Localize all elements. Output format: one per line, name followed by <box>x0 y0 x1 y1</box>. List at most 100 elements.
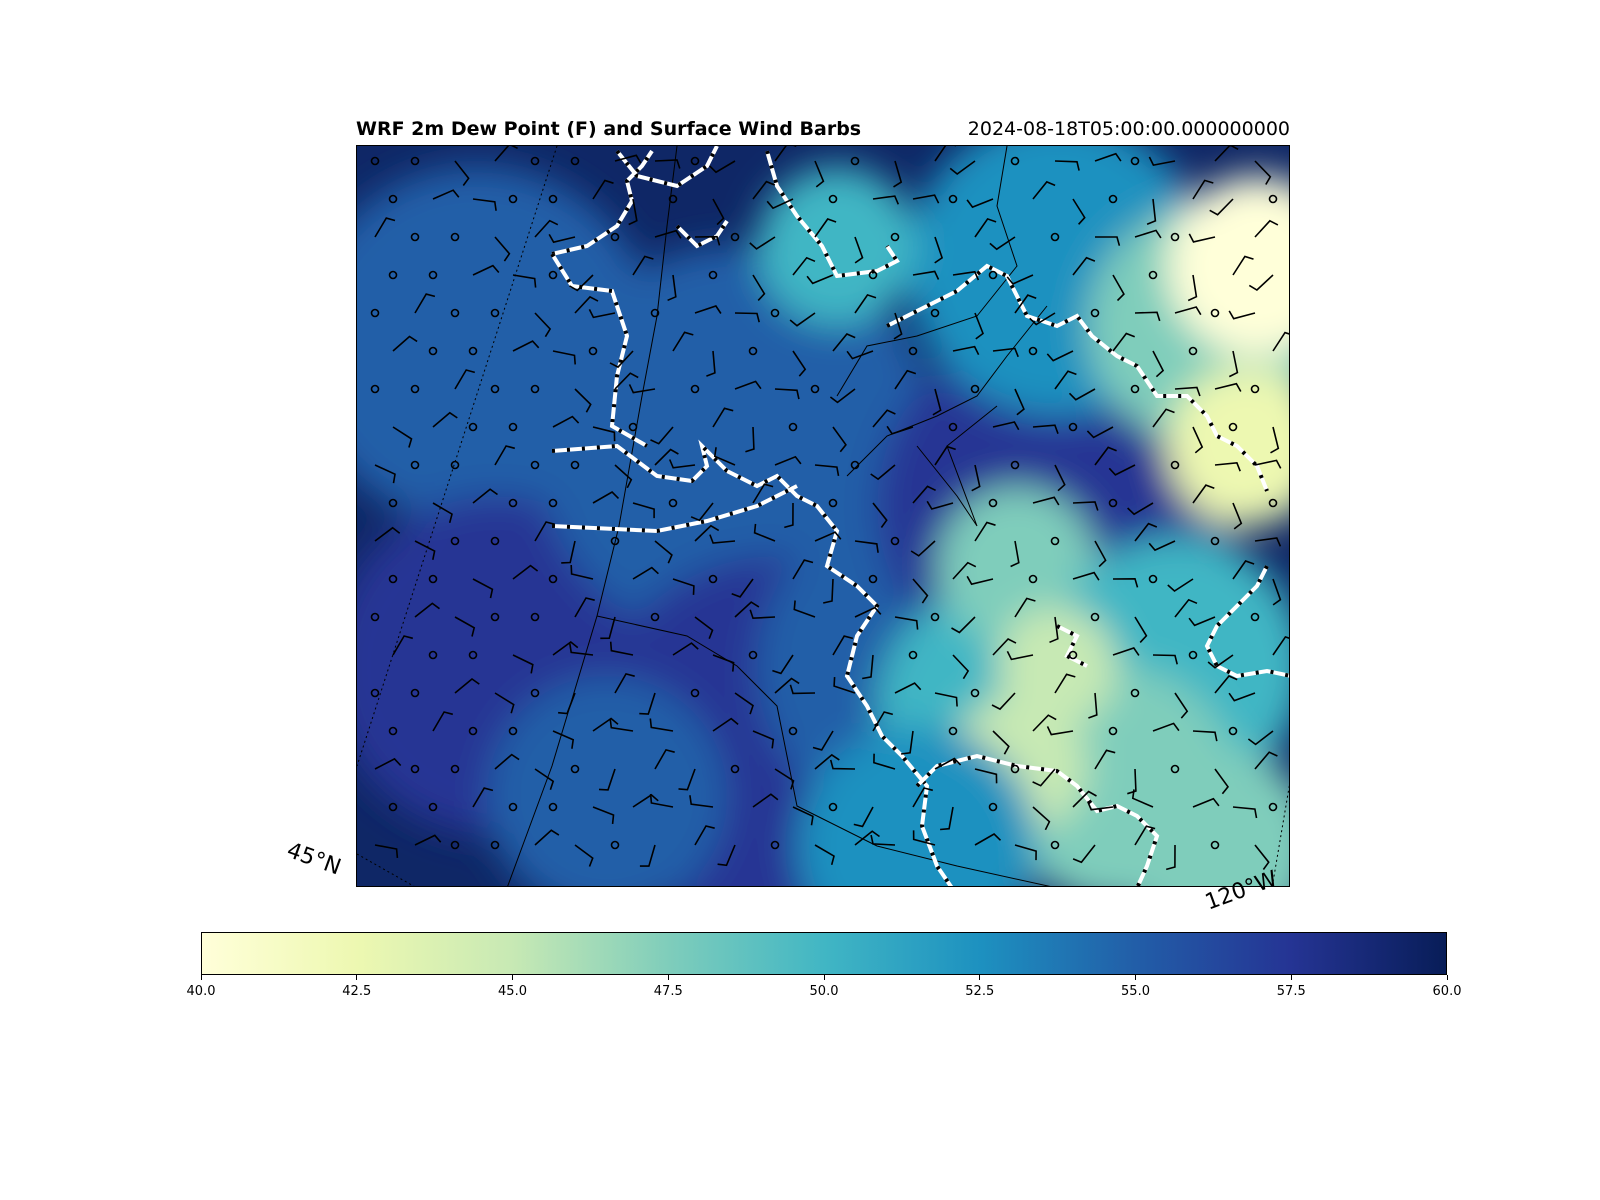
wind-barb <box>1254 537 1282 547</box>
calm-circle <box>650 612 660 622</box>
wind-barb <box>974 768 998 784</box>
calm-circle <box>748 346 758 356</box>
calm-circle <box>708 574 718 584</box>
calm-circle <box>770 308 780 318</box>
wind-barb <box>952 654 970 680</box>
wind-barb <box>1192 730 1218 742</box>
dewpoint-contours <box>550 146 1289 886</box>
wind-barb <box>749 609 776 620</box>
wind-barb <box>853 806 874 828</box>
wind-barb <box>1054 673 1076 694</box>
wind-barb <box>949 160 976 176</box>
calm-circle <box>1228 422 1238 432</box>
wind-barb <box>1046 726 1074 736</box>
wind-barb <box>592 179 614 200</box>
wind-barb <box>910 540 936 557</box>
wind-barb <box>814 844 835 866</box>
calm-circle <box>948 422 958 432</box>
wind-barb <box>991 692 1016 711</box>
colorbar-tick <box>512 975 513 980</box>
colorbar-tick <box>823 975 825 980</box>
wind-barb <box>846 350 874 360</box>
calm-circle <box>570 764 580 774</box>
calm-circle <box>490 384 500 394</box>
wind-barb <box>873 753 896 770</box>
wind-barb <box>974 521 996 542</box>
calm-circle <box>548 498 558 508</box>
wind-barb <box>1254 459 1282 469</box>
wind-barb <box>494 692 515 714</box>
colorbar-tick-label: 52.5 <box>965 984 995 999</box>
wind-barb <box>1054 370 1077 390</box>
calm-circle <box>370 384 380 394</box>
contour-line-base <box>551 484 798 534</box>
calm-circle <box>508 422 518 432</box>
wind-barb <box>392 335 418 352</box>
wind-barb <box>806 274 834 285</box>
colorbar-tick <box>1446 975 1448 980</box>
wind-barb <box>374 217 396 238</box>
wind-barb <box>374 464 396 484</box>
calm-circle <box>370 308 380 318</box>
calm-circle <box>668 498 678 508</box>
wind-barb <box>734 601 760 618</box>
calm-circle <box>370 612 380 622</box>
calm-circle <box>868 574 878 584</box>
field-patch <box>797 726 1037 886</box>
wind-barb <box>432 502 453 524</box>
wind-barb <box>1095 236 1121 246</box>
wind-barb <box>1006 650 1034 661</box>
calm-circle <box>628 422 638 432</box>
wind-barb <box>833 677 856 694</box>
wind-barb <box>654 540 673 564</box>
wind-barb <box>870 464 896 481</box>
wind-barb <box>1068 388 1096 401</box>
wind-barb <box>1131 789 1154 808</box>
wind-barb <box>1228 310 1256 320</box>
calm-circle <box>970 688 980 698</box>
calm-circle <box>490 612 500 622</box>
wind-barb <box>774 146 797 162</box>
wind-barb <box>752 730 775 749</box>
wind-barb <box>894 682 922 694</box>
calm-circle <box>1210 840 1220 850</box>
wind-barb <box>854 540 879 553</box>
wind-barb <box>632 502 655 519</box>
wind-barb <box>952 270 980 281</box>
wind-barb <box>1134 229 1162 239</box>
wind-barb <box>912 787 934 808</box>
contour-line-base <box>551 439 954 886</box>
wind-barb <box>1134 616 1148 643</box>
wind-barb <box>650 426 674 445</box>
wind-barb <box>694 616 714 639</box>
calm-circle <box>468 346 478 356</box>
wind-barb <box>792 256 816 276</box>
wind-barb <box>894 369 917 390</box>
wind-barb <box>534 312 552 338</box>
calm-circle <box>388 498 398 508</box>
wind-barb <box>1232 502 1243 530</box>
colorbar-ticks: 40.0 42.5 45.0 47.5 50.0 52.5 55.0 57.5 60.0 <box>187 975 1461 1005</box>
wind-barb <box>609 718 634 732</box>
wind-barb <box>534 768 555 791</box>
calm-circle <box>410 688 420 698</box>
wind-barb <box>1094 446 1117 466</box>
calm-circle <box>410 232 420 242</box>
contour-line-base <box>1056 624 1088 668</box>
wind-barb <box>934 445 956 466</box>
calm-circle <box>850 156 860 166</box>
wind-barb <box>1232 255 1254 276</box>
wind-barb <box>494 146 518 162</box>
calm-circle <box>548 270 558 280</box>
wind-barb <box>1072 844 1096 864</box>
wind-barb <box>1187 274 1198 302</box>
wind-barb <box>374 526 401 542</box>
calm-circle <box>828 498 838 508</box>
wind-barb <box>992 421 1020 431</box>
wind-barb <box>774 455 802 466</box>
wind-barb <box>934 146 956 162</box>
colorbar-tick-label: 55.0 <box>1121 984 1150 999</box>
calm-circle <box>1068 422 1078 432</box>
wind-barb <box>1014 844 1037 861</box>
wind-barb <box>1254 160 1272 185</box>
